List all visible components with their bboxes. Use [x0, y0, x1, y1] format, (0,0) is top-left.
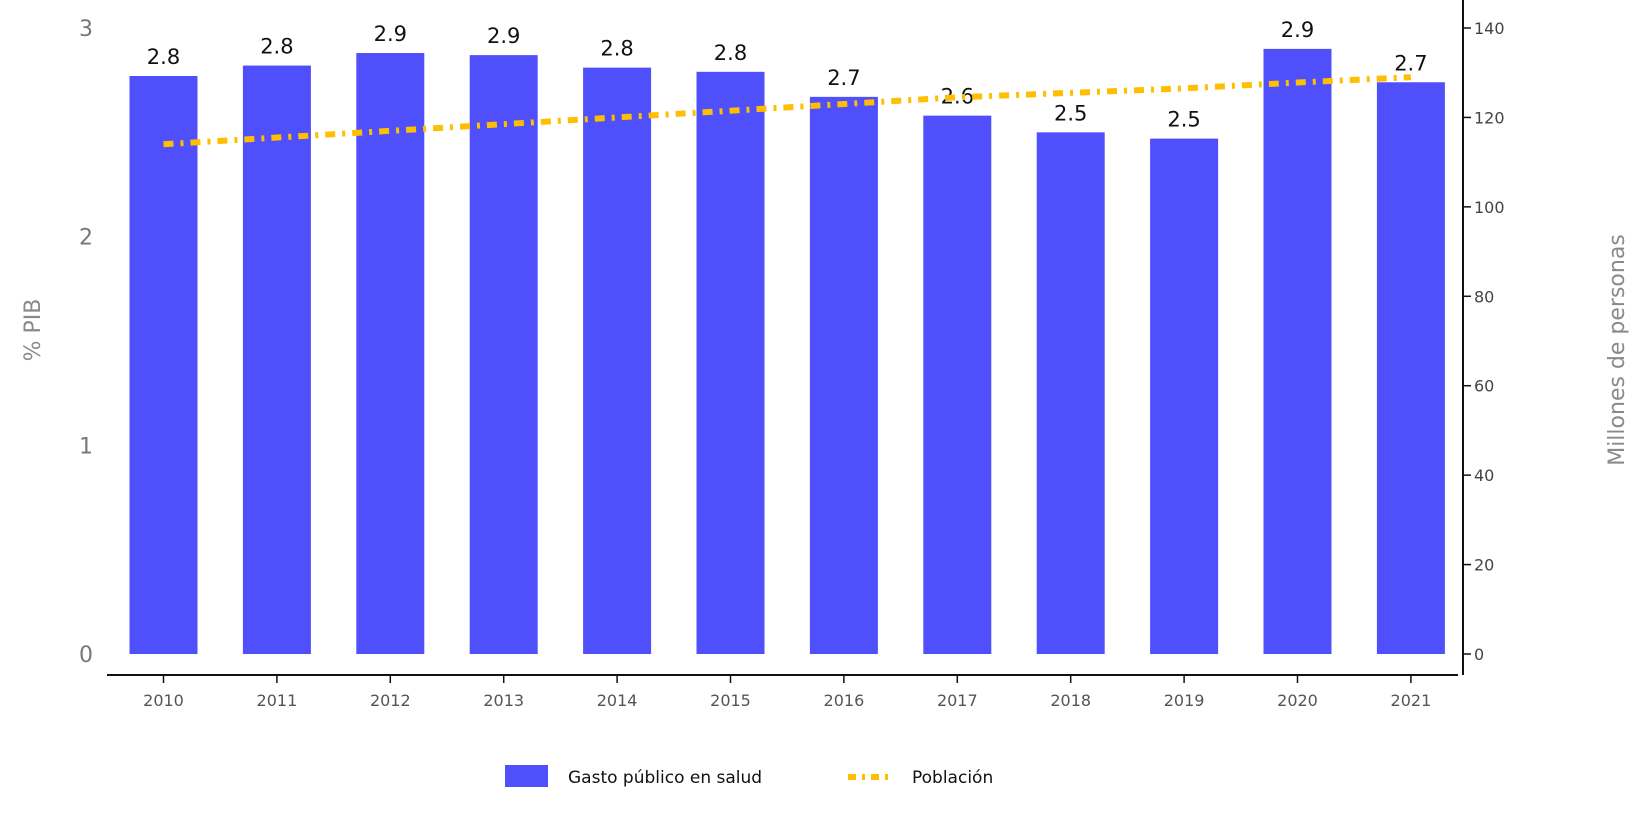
x-tick-label: 2013 — [483, 691, 524, 710]
x-tick-label: 2011 — [257, 691, 298, 710]
bar — [809, 96, 878, 655]
y2-axis-title: Millones de personas — [1605, 234, 1630, 466]
y2-tick-label: 60 — [1474, 377, 1494, 396]
bar — [242, 65, 311, 654]
legend: Gasto público en salud Población — [505, 765, 993, 788]
bar-value-label: 2.8 — [260, 35, 293, 59]
bars — [129, 48, 1445, 655]
bar-labels: 2.8 2.82.9 2.92.8 2.82.72.62.5 2.52.92.7 — [147, 18, 1428, 132]
y-tick-label: 2 — [79, 226, 93, 251]
y-tick-label: 3 — [79, 17, 93, 42]
population-line — [163, 74, 1412, 148]
x-tick-label: 2017 — [937, 691, 978, 710]
y2-tick-label: 120 — [1474, 108, 1505, 127]
x-tick-label: 2010 — [143, 691, 184, 710]
x-tick-label: 2018 — [1050, 691, 1091, 710]
right-axis: 0 20 40 60 80 100 120 140 — [1462, 0, 1505, 675]
bar-value-label: 2.9 — [487, 24, 520, 48]
bar — [1263, 48, 1332, 655]
bar — [129, 75, 198, 654]
bar-value-label: 2.8 — [600, 37, 633, 61]
x-tick-label: 2014 — [597, 691, 638, 710]
bar-value-label: 2.5 — [1054, 101, 1087, 125]
bar — [1376, 82, 1445, 654]
left-axis-ticks: 0 1 2 3 — [79, 17, 93, 668]
bar-value-label: 2.5 — [1167, 108, 1200, 132]
legend-swatch-gasto — [505, 765, 548, 787]
x-tick-label: 2016 — [824, 691, 865, 710]
bar — [923, 115, 992, 654]
population-series-line — [163, 74, 1412, 148]
bar-value-label: 2.7 — [1394, 51, 1427, 75]
bar — [469, 55, 538, 655]
bar — [696, 71, 765, 654]
x-tick-label: 2019 — [1164, 691, 1205, 710]
y2-tick-label: 100 — [1474, 198, 1505, 217]
x-tick-label: 2021 — [1391, 691, 1432, 710]
bar-value-label: 2.8 — [714, 41, 747, 65]
bar — [583, 67, 652, 654]
x-axis-ticks: 2010 2011 2012 2013 2014 2015 2016 2017 2018 2019… — [143, 675, 1431, 710]
x-tick-label: 2012 — [370, 691, 411, 710]
bar — [1150, 138, 1219, 655]
y2-tick-label: 0 — [1474, 645, 1484, 664]
y2-tick-label: 20 — [1474, 556, 1494, 575]
y2-tick-label: 140 — [1474, 19, 1505, 38]
y2-tick-label: 40 — [1474, 466, 1494, 485]
bar-value-label: 2.9 — [1281, 18, 1314, 42]
x-tick-label: 2020 — [1277, 691, 1318, 710]
bar — [356, 53, 425, 655]
bar-value-label: 2.9 — [374, 22, 407, 46]
x-tick-label: 2015 — [710, 691, 751, 710]
y-tick-label: 1 — [79, 434, 93, 459]
y-axis-title: % PIB — [21, 299, 46, 362]
legend-label-poblacion: Población — [912, 768, 993, 788]
y2-tick-label: 80 — [1474, 287, 1494, 306]
bar-value-label: 2.8 — [147, 45, 180, 69]
y-tick-label: 0 — [79, 643, 93, 668]
bar-value-label: 2.7 — [827, 66, 860, 90]
legend-label-gasto: Gasto público en salud — [568, 768, 762, 788]
bar — [1036, 132, 1105, 655]
